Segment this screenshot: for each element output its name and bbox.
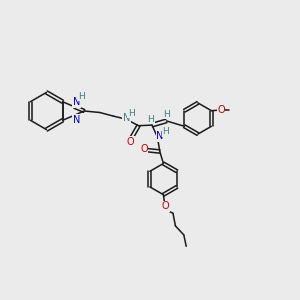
Text: O: O: [161, 201, 169, 211]
Text: H: H: [78, 92, 85, 101]
Text: H: H: [163, 110, 170, 119]
Text: N: N: [123, 113, 130, 123]
Text: H: H: [162, 127, 169, 136]
Text: H: H: [128, 109, 135, 118]
Text: O: O: [140, 143, 148, 154]
Text: H: H: [147, 115, 154, 124]
Text: O: O: [217, 105, 225, 115]
Text: N: N: [156, 131, 164, 141]
Text: N: N: [73, 115, 80, 125]
Text: N: N: [73, 97, 80, 107]
Text: O: O: [127, 136, 134, 147]
